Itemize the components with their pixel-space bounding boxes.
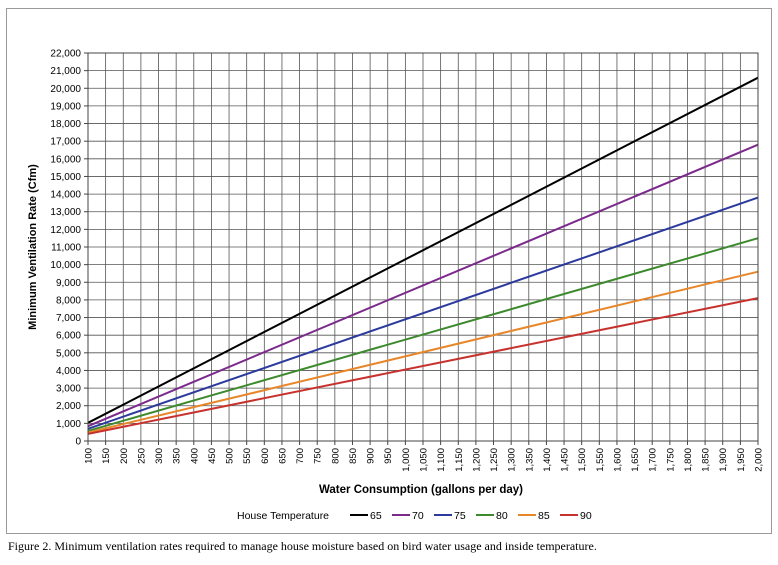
y-tick-label: 7,000: [56, 313, 81, 324]
y-tick-label: 13,000: [50, 207, 81, 218]
x-tick-label: 650: [277, 448, 288, 464]
x-tick-label: 1,400: [542, 448, 553, 472]
x-tick-label: 1,500: [577, 448, 588, 472]
x-tick-label: 350: [172, 448, 183, 464]
legend: House Temperature 65 70 75 80 85 90: [237, 510, 592, 522]
x-tick-label: 1,800: [683, 448, 694, 472]
x-tick-label: 1,900: [718, 448, 729, 472]
y-tick-label: 11,000: [51, 243, 81, 254]
x-tick-label: 700: [295, 448, 306, 464]
x-tick-label: 850: [348, 448, 359, 464]
y-tick-label: 14,000: [50, 190, 81, 201]
y-tick-label: 16,000: [50, 154, 81, 165]
x-tick-label: 100: [84, 448, 95, 464]
x-tick-label: 1,450: [560, 448, 571, 472]
y-tick-label: 12,000: [50, 225, 81, 236]
y-tick-label: 2,000: [56, 401, 81, 412]
y-tick-label: 6,000: [56, 331, 81, 342]
x-tick-label: 500: [225, 448, 236, 464]
series-line-75: [87, 196, 759, 430]
x-tick-label: 1,700: [648, 448, 659, 472]
y-tick-label: 1,000: [56, 419, 81, 430]
y-tick-label: 17,000: [50, 137, 81, 148]
x-tick-label: 200: [119, 448, 130, 464]
series-line-80: [87, 237, 759, 432]
y-tick-label: 5,000: [56, 348, 81, 359]
x-tick-label: 950: [383, 448, 394, 464]
y-tick-label: 20,000: [50, 84, 81, 95]
x-tick-label: 1,000: [401, 448, 412, 472]
y-tick-label: 9,000: [56, 278, 81, 289]
x-tick-label: 1,600: [612, 448, 623, 472]
x-tick-label: 150: [101, 448, 112, 464]
x-tick-label: 1,350: [524, 448, 535, 472]
legend-label-70: 70: [412, 510, 424, 522]
y-tick-label: 4,000: [56, 366, 81, 377]
x-tick-label: 1,200: [471, 448, 482, 472]
legend-label-80: 80: [496, 510, 508, 522]
x-tick-label: 1,850: [701, 448, 712, 472]
x-tick-label: 1,550: [595, 448, 606, 472]
x-axis-label: Water Consumption (gallons per day): [319, 484, 523, 496]
x-tick-label: 550: [242, 448, 253, 464]
x-tick-label: 1,300: [507, 448, 518, 472]
x-tick-label: 250: [136, 448, 147, 464]
x-tick-label: 300: [154, 448, 165, 464]
figure-caption: Figure 2. Minimum ventilation rates requ…: [8, 539, 597, 553]
legend-label-65: 65: [370, 510, 382, 522]
x-tick-label: 600: [260, 448, 271, 464]
series-line-90: [87, 297, 759, 435]
legend-title: House Temperature: [237, 510, 329, 522]
x-tick-label: 1,650: [630, 448, 641, 472]
legend-label-90: 90: [580, 510, 592, 522]
x-tick-label: 1,250: [489, 448, 500, 472]
chart: 0 1,000 2,000 3,000 4,000 5,000 6,000 7,000 8,00…: [27, 49, 765, 523]
x-tick-label: 1,750: [665, 448, 676, 472]
x-tick-label: 450: [207, 448, 218, 464]
x-tick-label: 750: [313, 448, 324, 464]
x-tick-label: 1,950: [736, 448, 747, 472]
legend-label-85: 85: [538, 510, 550, 522]
y-tick-label: 19,000: [50, 101, 81, 112]
x-tick-label: 400: [189, 448, 200, 464]
x-tick-label: 2,000: [754, 448, 765, 472]
y-tick-label: 21,000: [50, 66, 81, 77]
series-line-70: [87, 143, 759, 428]
x-tick-label: 800: [330, 448, 341, 464]
x-tick-label: 1,100: [436, 448, 447, 472]
y-tick-label: 3,000: [56, 384, 81, 395]
series-line-65: [87, 76, 759, 424]
x-tick-label: 1,050: [419, 448, 430, 472]
series-layer: [87, 76, 759, 435]
x-tick-label: 900: [366, 448, 377, 464]
y-axis-label: Minimum Ventilation Rate (Cfm): [27, 164, 39, 330]
y-tick-label: 8,000: [56, 295, 81, 306]
y-tick-label: 22,000: [50, 49, 81, 60]
y-tick-label: 0: [75, 437, 81, 448]
y-tick-label: 15,000: [50, 172, 81, 183]
x-axis: 100 150 200 250 300 350 400 450 500 550 600 650 700 7…: [84, 441, 765, 472]
x-tick-label: 1,150: [454, 448, 465, 472]
y-tick-label: 18,000: [50, 119, 81, 130]
figure-frame: [6, 8, 772, 534]
series-line-85: [87, 270, 759, 434]
y-tick-label: 10,000: [50, 260, 81, 271]
y-axis: 0 1,000 2,000 3,000 4,000 5,000 6,000 7,000 8,00…: [50, 49, 88, 448]
legend-label-75: 75: [454, 510, 466, 522]
